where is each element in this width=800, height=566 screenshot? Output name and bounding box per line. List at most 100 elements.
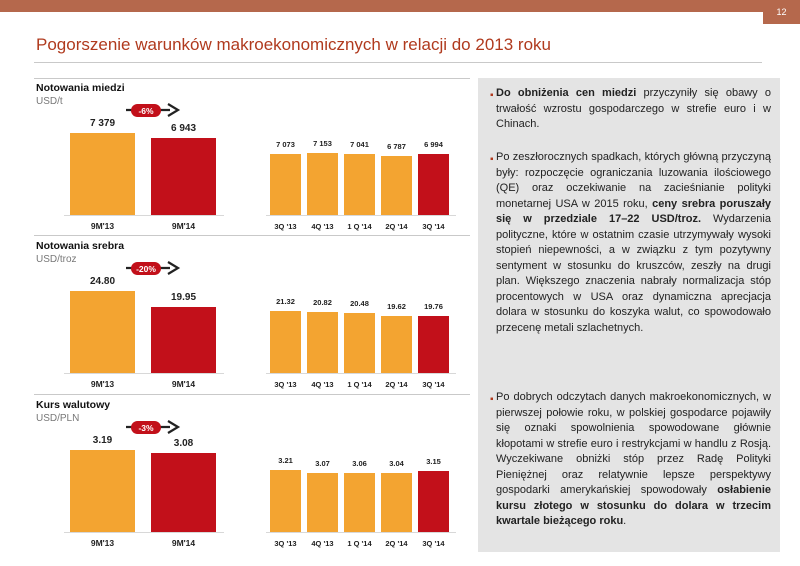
annual-axis <box>64 215 224 216</box>
quarterly-bar <box>270 470 301 532</box>
quarterly-category-label: 3Q '13 <box>274 539 297 548</box>
annual-axis <box>64 532 224 533</box>
annual-value-label: 3.19 <box>92 435 113 446</box>
quarterly-bar <box>418 471 449 532</box>
quarterly-bar <box>418 154 449 215</box>
annual-value-label: 19.95 <box>170 292 197 303</box>
panel-title: Notowania srebra <box>36 240 125 252</box>
commentary-panel: ▪ Do obniżenia cen miedzi przyczyniły si… <box>478 78 780 552</box>
bullet-icon: ▪ <box>490 90 494 101</box>
text-run: przyczyniły się obawy o trwałość wzrostu… <box>496 87 771 130</box>
annual-category-label: 9M'13 <box>90 379 115 389</box>
quarterly-axis <box>266 215 456 216</box>
quarterly-category-label: 4Q '13 <box>311 222 334 231</box>
panel-title: Kurs walutowy <box>36 399 111 411</box>
bold-text: ceny srebra poruszały się w przedziale 1… <box>496 197 771 226</box>
quarterly-category-label: 2Q '14 <box>385 222 408 231</box>
quarterly-value-label: 21.32 <box>276 297 295 306</box>
quarterly-bar <box>307 473 338 532</box>
quarterly-category-label: 4Q '13 <box>311 380 334 389</box>
quarterly-bar <box>344 154 375 215</box>
quarterly-value-label: 7 073 <box>276 140 295 149</box>
commentary-paragraph: Po dobrych odczytach danych makroekonomi… <box>496 390 771 530</box>
quarterly-bar <box>381 156 412 215</box>
quarterly-value-label: 20.82 <box>313 298 332 307</box>
quarterly-value-label: 3.21 <box>278 456 293 465</box>
quarterly-category-label: 3Q '14 <box>422 539 445 548</box>
copper-panel: Notowania miedzi USD/t 7 379 9M'13 6 943 9M… <box>34 78 470 235</box>
quarterly-value-label: 6 787 <box>387 142 406 151</box>
annual-bar <box>70 291 135 373</box>
bullet-icon: ▪ <box>490 394 494 405</box>
annual-axis <box>64 373 224 374</box>
annual-value-label: 3.08 <box>173 438 194 449</box>
commentary-paragraph: Do obniżenia cen miedzi przyczyniły się … <box>496 86 771 133</box>
bold-text: osłabienie kursu złotego w stosunku do d… <box>496 484 771 527</box>
quarterly-bar <box>307 153 338 215</box>
quarterly-value-label: 19.76 <box>424 302 443 311</box>
page-title: Pogorszenie warunków makroekonomicznych … <box>36 35 551 54</box>
change-arrow: -3% <box>124 417 182 437</box>
quarterly-axis <box>266 532 456 533</box>
silver-panel: Notowania srebra USD/troz 24.80 9M'13 19.9… <box>34 236 470 393</box>
change-badge: -20% <box>131 262 161 275</box>
annual-category-label: 9M'14 <box>171 538 196 548</box>
change-arrow: -20% <box>124 258 182 278</box>
annual-value-label: 24.80 <box>89 276 116 287</box>
title-divider <box>34 62 762 63</box>
text-run: Po zeszłorocznych spadkach, których głów… <box>496 151 771 210</box>
quarterly-bar <box>307 312 338 373</box>
quarterly-category-label: 1 Q '14 <box>347 380 372 389</box>
quarterly-bar <box>381 316 412 373</box>
annual-bar <box>151 307 216 373</box>
annual-value-label: 6 943 <box>170 123 197 134</box>
commentary-paragraph: Po zeszłorocznych spadkach, których głów… <box>496 150 771 336</box>
panel-divider <box>34 78 470 79</box>
text-run: Wydarzenia polityczne, które w ostatnim … <box>496 213 771 334</box>
quarterly-value-label: 20.48 <box>350 299 369 308</box>
quarterly-category-label: 2Q '14 <box>385 380 408 389</box>
quarterly-bar <box>381 473 412 532</box>
quarterly-category-label: 3Q '14 <box>422 222 445 231</box>
quarterly-axis <box>266 373 456 374</box>
page-number: 12 <box>763 0 800 24</box>
quarterly-value-label: 3.06 <box>352 459 367 468</box>
quarterly-category-label: 3Q '14 <box>422 380 445 389</box>
panel-divider <box>34 394 470 395</box>
quarterly-category-label: 2Q '14 <box>385 539 408 548</box>
quarterly-value-label: 7 153 <box>313 139 332 148</box>
text-run: . <box>623 515 627 527</box>
quarterly-value-label: 3.04 <box>389 459 404 468</box>
change-badge: -3% <box>131 421 161 434</box>
quarterly-value-label: 3.07 <box>315 459 330 468</box>
quarterly-value-label: 3.15 <box>426 457 441 466</box>
quarterly-category-label: 1 Q '14 <box>347 539 372 548</box>
panel-unit: USD/t <box>36 96 63 107</box>
panel-title: Notowania miedzi <box>36 82 125 94</box>
annual-bar <box>151 453 216 532</box>
change-badge: -6% <box>131 104 161 117</box>
panel-unit: USD/PLN <box>36 413 80 424</box>
quarterly-value-label: 6 994 <box>424 140 443 149</box>
annual-bar <box>70 133 135 215</box>
quarterly-category-label: 3Q '13 <box>274 222 297 231</box>
change-arrow: -6% <box>124 100 182 120</box>
annual-bar <box>70 450 135 532</box>
text-run: Po dobrych odczytach danych makroekonomi… <box>496 391 771 496</box>
charts-column: Notowania miedzi USD/t 7 379 9M'13 6 943 9M… <box>34 78 470 552</box>
annual-category-label: 9M'13 <box>90 538 115 548</box>
quarterly-bar <box>344 473 375 532</box>
annual-category-label: 9M'14 <box>171 379 196 389</box>
annual-category-label: 9M'13 <box>90 221 115 231</box>
panel-divider <box>34 235 470 236</box>
panel-unit: USD/troz <box>36 254 77 265</box>
quarterly-bar <box>270 311 301 373</box>
quarterly-category-label: 4Q '13 <box>311 539 334 548</box>
quarterly-bar <box>344 313 375 373</box>
quarterly-bar <box>270 154 301 215</box>
bullet-icon: ▪ <box>490 154 494 165</box>
quarterly-bar <box>418 316 449 373</box>
quarterly-category-label: 1 Q '14 <box>347 222 372 231</box>
bold-text: Do obniżenia cen miedzi <box>496 87 637 99</box>
quarterly-value-label: 7 041 <box>350 140 369 149</box>
